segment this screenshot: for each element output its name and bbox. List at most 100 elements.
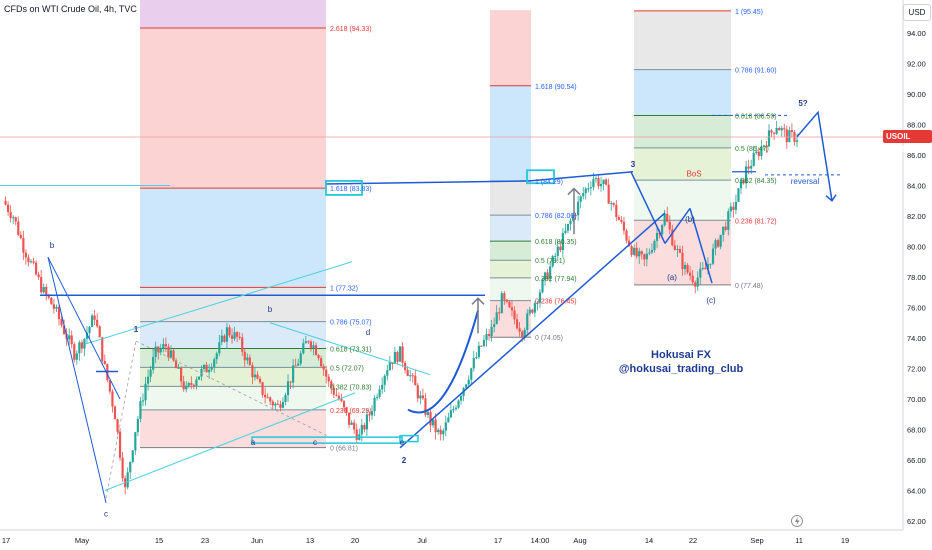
candle-body [643,254,646,260]
candle-body [192,384,195,386]
candle-body [202,364,206,369]
price-symbol: USOIL [886,132,911,141]
fib-level-label: 0.236 (81.72) [735,218,777,225]
candle-body [167,346,170,358]
candle-body [648,252,651,254]
wave-label: a [251,438,256,447]
candle-body [571,215,575,221]
candle-body [734,201,738,210]
fib-band [490,181,531,216]
candle-body [195,379,198,386]
candle-body [159,348,162,353]
candle-body [742,179,745,184]
highlight-box-1 [325,180,363,196]
candle-body [348,412,351,425]
fib-level-label: 0.618 (73.31) [330,347,372,354]
candle-body [34,262,38,275]
candle-body [365,414,369,430]
candle-body [118,431,122,458]
candle-body [745,166,748,184]
candle-body [752,153,755,166]
candle-body [599,184,603,187]
candle-body [447,417,450,423]
candle-body [729,206,732,212]
candle-body [554,255,557,257]
y-tick-label: 72.00 [907,365,926,374]
candle-body [246,357,249,361]
candle-body [485,334,488,340]
candle-body [152,356,155,370]
projection-arrowhead [825,194,837,202]
candle-body [737,188,740,202]
x-tick-label: 11 [795,536,803,545]
fib-band [140,287,326,322]
wedge-line [269,322,431,376]
candle-body [431,419,435,426]
fib-band [634,180,731,221]
fib-level-label: 0.236 (69.29) [330,408,372,415]
candle-body [739,179,743,189]
candle-body [518,328,521,332]
x-tick-label: 20 [351,536,359,545]
candle-body [630,246,633,255]
candle-body [17,221,20,235]
candle-body [452,408,455,411]
candle-body [724,226,727,230]
candle-body [223,335,226,342]
currency-button[interactable]: USD [903,4,931,21]
candle-body [391,362,394,364]
candle-body [116,419,119,432]
x-tick-label: 23 [201,536,209,545]
candle-body [266,397,269,399]
fib-level-label: 0.618 (80.35) [535,239,577,246]
fib-band [490,215,531,242]
candle-body [332,388,335,395]
candle-body [210,367,213,370]
candle-body [360,425,363,435]
fib-band [634,69,731,116]
fib-level-label: 0.382 (84.35) [735,178,777,185]
y-tick-label: 68.00 [907,426,926,435]
candle-body [174,360,178,369]
candle-body [113,406,117,420]
candle-body [19,234,22,239]
candle-body [55,306,58,309]
channel-bottom [104,392,356,491]
candle-body [335,394,338,396]
candle-body [14,217,17,222]
wave-label: d [366,328,370,337]
candle-body [625,230,628,241]
candle-body [330,381,333,389]
candle-body [577,201,580,216]
wave-label: b [50,241,55,250]
candle-body [711,248,715,264]
candle-body [78,342,81,354]
candle-body [45,286,48,295]
candle-body [294,365,297,367]
candle-body [98,326,101,338]
candle-body [757,151,760,157]
candle-body [513,310,516,320]
fib-band [490,85,531,182]
candle-body [778,128,781,131]
candle-body [569,220,572,224]
y-tick-label: 78.00 [907,273,926,282]
x-tick-label: Aug [573,536,586,545]
candle-body [337,395,341,400]
x-tick-label: 14 [645,536,653,545]
x-tick-label: Sep [750,536,763,545]
candle-body [426,412,430,415]
candle-body [325,369,328,377]
accumulation-curve [407,310,479,414]
fib-level-label: 0.382 (70.83) [330,384,372,391]
candle-body [760,146,763,157]
candle-body [620,219,623,222]
candle-body [93,315,96,320]
candle-body [241,337,244,352]
candle-body [378,389,381,397]
wave-label: 3 [631,160,636,169]
candle-body [73,344,76,360]
candle-body [90,315,94,327]
